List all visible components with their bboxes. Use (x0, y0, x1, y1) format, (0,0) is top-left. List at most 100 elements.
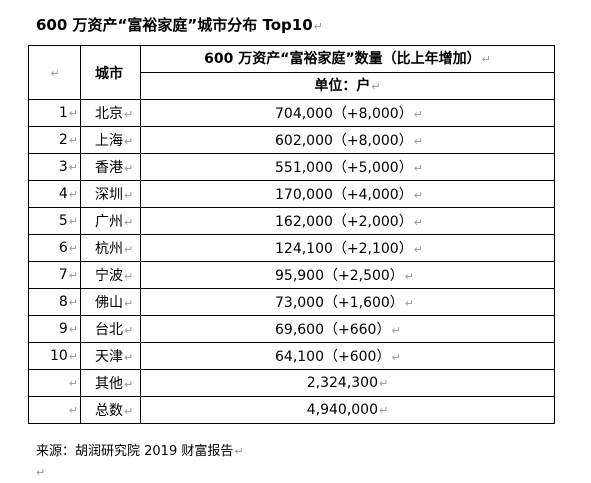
paragraph-mark-icon: ↵ (413, 135, 423, 148)
value-cell: 64,100（+600）↵ (140, 342, 555, 370)
paragraph-mark-icon: ↵ (68, 242, 78, 255)
paragraph-mark-icon: ↵ (68, 134, 78, 147)
value-cell: 73,000（+1,600）↵ (140, 288, 555, 316)
value-text: 73,000（+1,600） (275, 295, 404, 311)
city-text: 上海 (95, 133, 123, 149)
value-cell: 69,600（+660）↵ (140, 315, 555, 343)
rank-cell: 7↵ (28, 261, 81, 289)
city-cell: 天津↵ (80, 342, 141, 370)
paragraph-mark-icon: ↵ (124, 189, 134, 202)
city-cell: 宁波↵ (80, 261, 141, 289)
paragraph-mark-icon: ↵ (68, 107, 78, 120)
value-text: 551,000（+5,000） (275, 160, 413, 176)
total-row: ↵ 总数↵ 4,940,000↵ (28, 396, 555, 424)
city-text: 杭州 (95, 241, 123, 257)
paragraph-mark-icon: ↵ (413, 108, 423, 121)
source-note: 来源：胡润研究院 2019 财富报告↵ (36, 440, 244, 459)
rank-cell: 3↵ (28, 153, 81, 181)
value-text: 2,324,300 (306, 375, 379, 391)
value-cell: 124,100（+2,100）↵ (140, 234, 555, 262)
paragraph-mark-icon: ↵ (68, 269, 78, 282)
city-cell: 广州↵ (80, 207, 141, 235)
table-header-row: ↵ 城市 600 万资产“富裕家庭”数量（比上年增加）↵ (28, 45, 555, 100)
city-distribution-table: ↵ 城市 600 万资产“富裕家庭”数量（比上年增加）↵ 单位：户↵ 1↵ 北京… (28, 45, 555, 424)
city-text: 深圳 (95, 187, 123, 203)
paragraph-mark-icon: ↵ (413, 243, 423, 256)
source-text: 来源：胡润研究院 2019 财富报告 (36, 444, 234, 459)
paragraph-mark-icon: ↵ (68, 350, 78, 363)
rank-cell: ↵ (28, 369, 81, 397)
rank-cell: 10↵ (28, 342, 81, 370)
paragraph-mark-icon: ↵ (413, 189, 423, 202)
header-city-cell: 城市 (80, 45, 141, 100)
header-city: 城市 (95, 65, 123, 82)
rank-text: 8 (58, 294, 68, 310)
city-cell: 深圳↵ (80, 180, 141, 208)
city-text: 北京 (95, 106, 123, 122)
table-header-unit-row: 单位：户↵ (29, 72, 555, 100)
paragraph-mark-icon: ↵ (124, 405, 134, 418)
paragraph-mark-icon: ↵ (50, 66, 60, 80)
value-text: 4,940,000 (306, 402, 379, 418)
table-row: 4↵ 深圳↵ 170,000（+4,000）↵ (28, 180, 555, 208)
value-text: 170,000（+4,000） (275, 187, 413, 203)
paragraph-mark-icon: ↵ (68, 188, 78, 201)
header-unit: 单位：户 (314, 77, 371, 94)
paragraph-mark-icon: ↵ (124, 243, 134, 256)
title-text: 600 万资产“富裕家庭”城市分布 Top10 (36, 16, 313, 34)
value-cell: 162,000（+2,000）↵ (140, 207, 555, 235)
value-cell: 704,000（+8,000）↵ (140, 99, 555, 127)
city-text: 香港 (95, 160, 123, 176)
header-unit-cell: 单位：户↵ (140, 72, 555, 100)
rank-text: 4 (58, 186, 68, 202)
city-text: 佛山 (95, 295, 123, 311)
value-text: 124,100（+2,100） (275, 241, 413, 257)
table-row: 1↵ 北京↵ 704,000（+8,000）↵ (28, 99, 555, 127)
rank-text: 1 (58, 105, 68, 121)
rank-text: 3 (58, 159, 68, 175)
paragraph-mark-icon: ↵ (124, 351, 134, 364)
value-cell: 551,000（+5,000）↵ (140, 153, 555, 181)
paragraph-mark-icon: ↵ (68, 296, 78, 309)
value-text: 64,100（+600） (275, 349, 391, 365)
table-row: 2↵ 上海↵ 602,000（+8,000）↵ (28, 126, 555, 154)
paragraph-mark-icon: ↵ (313, 20, 323, 33)
paragraph-mark-icon: ↵ (413, 216, 423, 229)
rank-text: 10 (49, 348, 68, 364)
paragraph-mark-icon: ↵ (36, 466, 46, 479)
rank-text: 7 (58, 267, 68, 283)
value-text: 95,900（+2,500） (275, 268, 404, 284)
rank-text: 5 (58, 213, 68, 229)
city-text: 宁波 (95, 268, 123, 284)
value-text: 69,600（+660） (275, 322, 391, 338)
city-text: 天津 (95, 349, 123, 365)
paragraph-mark-icon: ↵ (481, 52, 491, 66)
value-text: 162,000（+2,000） (275, 214, 413, 230)
paragraph-mark-icon: ↵ (379, 404, 389, 417)
value-text: 704,000（+8,000） (275, 106, 413, 122)
city-cell: 杭州↵ (80, 234, 141, 262)
document-title: 600 万资产“富裕家庭”城市分布 Top10↵ (36, 14, 323, 35)
city-cell: 香港↵ (80, 153, 141, 181)
rank-cell: 6↵ (28, 234, 81, 262)
paragraph-mark-icon: ↵ (371, 79, 381, 93)
paragraph-mark-icon: ↵ (404, 297, 415, 310)
value-cell: 170,000（+4,000）↵ (140, 180, 555, 208)
paragraph-mark-icon: ↵ (413, 162, 423, 175)
value-cell: 95,900（+2,500）↵ (140, 261, 555, 289)
table-row: 8↵ 佛山↵ 73,000（+1,600）↵ (28, 288, 555, 316)
rank-cell: 2↵ (28, 126, 81, 154)
paragraph-mark-icon: ↵ (124, 162, 134, 175)
paragraph-mark-icon: ↵ (124, 216, 134, 229)
paragraph-mark-icon: ↵ (391, 351, 401, 364)
paragraph-mark-icon: ↵ (391, 324, 401, 337)
city-cell: 其他↵ (80, 369, 141, 397)
city-cell: 上海↵ (80, 126, 141, 154)
paragraph-mark-icon: ↵ (124, 297, 134, 310)
city-cell: 北京↵ (80, 99, 141, 127)
header-value: 600 万资产“富裕家庭”数量（比上年增加） (204, 50, 481, 67)
paragraph-mark-icon: ↵ (68, 161, 78, 174)
paragraph-mark-icon: ↵ (234, 445, 244, 458)
value-cell: 2,324,300↵ (140, 369, 555, 397)
table-row: 7↵ 宁波↵ 95,900（+2,500）↵ (28, 261, 555, 289)
